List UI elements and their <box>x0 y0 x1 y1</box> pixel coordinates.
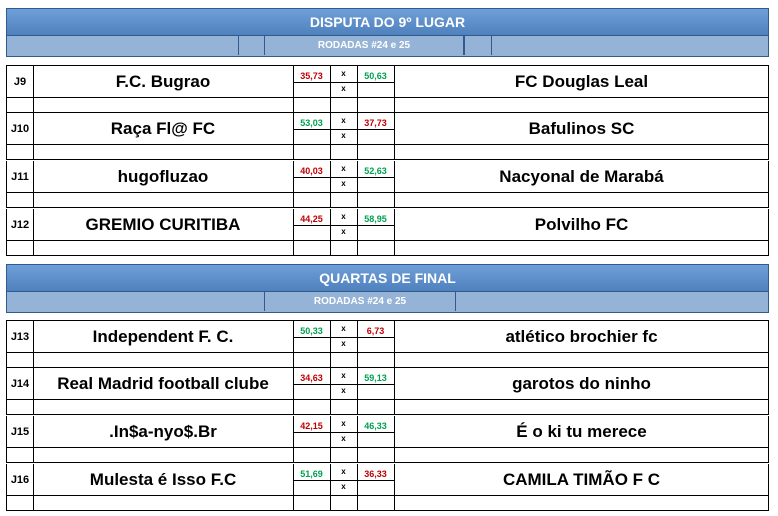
versus-mark-bottom: x <box>341 434 346 443</box>
section-disputa-9-lugar: DISPUTA DO 9º LUGAR RODADAS #24 e 25 J9 … <box>6 8 769 257</box>
away-score: 50,63 <box>364 71 387 81</box>
away-team: CAMILA TIMÃO F C <box>502 470 661 489</box>
away-team: atlético brochier fc <box>505 327 658 346</box>
away-score: 37,73 <box>364 118 387 128</box>
versus-mark-top: x <box>341 419 346 428</box>
match-row: J14 Real Madrid football clube 34,63 x x… <box>6 368 769 416</box>
match-list: J9 F.C. Bugrao 35,73 x x 50,63 FC Dougla… <box>6 65 769 257</box>
versus-mark-bottom: x <box>341 339 346 348</box>
match-row: J11 hugofluzao 40,03 x x 52,63 Nacyonal … <box>6 161 769 209</box>
match-id: J10 <box>10 123 30 135</box>
match-id: J15 <box>10 426 30 438</box>
match-spacer-row <box>6 193 769 208</box>
home-score: 53,03 <box>300 118 323 128</box>
match-main-row: J16 Mulesta é Isso F.C 51,69 x x 36,33 C… <box>6 464 769 496</box>
versus-mark-top: x <box>341 324 346 333</box>
match-main-row: J11 hugofluzao 40,03 x x 52,63 Nacyonal … <box>6 161 769 193</box>
match-main-row: J14 Real Madrid football clube 34,63 x x… <box>6 368 769 400</box>
match-id: J11 <box>11 171 29 183</box>
section-subtitle-bar: RODADAS #24 e 25 <box>6 292 769 313</box>
versus-mark-bottom: x <box>341 482 346 491</box>
home-score: 44,25 <box>300 214 323 224</box>
away-team: Bafulinos SC <box>528 119 635 138</box>
home-team: GREMIO CURITIBA <box>85 215 241 234</box>
match-row: J12 GREMIO CURITIBA 44,25 x x 58,95 Polv… <box>6 209 769 257</box>
match-spacer-row <box>6 400 769 415</box>
away-score: 52,63 <box>364 166 387 176</box>
match-row: J9 F.C. Bugrao 35,73 x x 50,63 FC Dougla… <box>6 65 769 113</box>
home-team: Real Madrid football clube <box>57 374 269 393</box>
versus-mark-bottom: x <box>341 386 346 395</box>
match-id: J9 <box>13 76 27 88</box>
home-score: 34,63 <box>300 373 323 383</box>
match-main-row: J13 Independent F. C. 50,33 x x 6,73 atl… <box>6 321 769 353</box>
versus-mark-bottom: x <box>341 227 346 236</box>
versus-mark-bottom: x <box>341 131 346 140</box>
versus-mark-bottom: x <box>341 179 346 188</box>
away-score: 58,95 <box>364 214 387 224</box>
match-id: J16 <box>10 474 30 486</box>
versus-mark-top: x <box>341 164 346 173</box>
away-score: 6,73 <box>366 326 385 336</box>
match-main-row: J15 .In$a-nyo$.Br 42,15 x x 46,33 É o ki… <box>6 416 769 448</box>
versus-mark-top: x <box>341 116 346 125</box>
match-main-row: J9 F.C. Bugrao 35,73 x x 50,63 FC Dougla… <box>6 66 769 98</box>
away-score: 59,13 <box>364 373 387 383</box>
home-team: Raça Fl@ FC <box>110 119 216 138</box>
match-row: J13 Independent F. C. 50,33 x x 6,73 atl… <box>6 320 769 368</box>
home-team: Mulesta é Isso F.C <box>89 470 237 489</box>
away-score: 36,33 <box>364 469 387 479</box>
away-team: Polvilho FC <box>534 215 629 234</box>
home-team: hugofluzao <box>117 167 209 186</box>
away-team: É o ki tu merece <box>516 422 647 441</box>
home-score: 42,15 <box>300 421 323 431</box>
section-title: DISPUTA DO 9º LUGAR <box>6 8 769 36</box>
versus-mark-top: x <box>341 467 346 476</box>
match-list: J13 Independent F. C. 50,33 x x 6,73 atl… <box>6 320 769 512</box>
away-score: 46,33 <box>364 421 387 431</box>
section-quartas-de-final: QUARTAS DE FINAL RODADAS #24 e 25 J13 In… <box>6 264 769 512</box>
home-team: Independent F. C. <box>92 327 234 346</box>
away-team: garotos do ninho <box>512 374 651 393</box>
section-subtitle-bar: RODADAS #24 e 25 <box>6 36 769 57</box>
versus-mark-top: x <box>341 69 346 78</box>
home-score: 35,73 <box>300 71 323 81</box>
away-team: Nacyonal de Marabá <box>499 167 664 186</box>
section-title: QUARTAS DE FINAL <box>6 264 769 292</box>
section-subtitle: RODADAS #24 e 25 <box>264 292 456 311</box>
match-spacer-row <box>6 496 769 511</box>
match-row: J15 .In$a-nyo$.Br 42,15 x x 46,33 É o ki… <box>6 416 769 464</box>
match-spacer-row <box>6 353 769 368</box>
home-team: .In$a-nyo$.Br <box>109 422 217 441</box>
match-main-row: J10 Raça Fl@ FC 53,03 x x 37,73 Bafulino… <box>6 113 769 145</box>
match-row: J16 Mulesta é Isso F.C 51,69 x x 36,33 C… <box>6 464 769 512</box>
match-spacer-row <box>6 241 769 256</box>
away-team: FC Douglas Leal <box>514 72 649 91</box>
home-team: F.C. Bugrao <box>115 72 211 91</box>
home-score: 50,33 <box>300 326 323 336</box>
match-id: J13 <box>10 331 30 343</box>
match-spacer-row <box>6 145 769 160</box>
match-id: J14 <box>10 378 30 390</box>
versus-mark-bottom: x <box>341 84 346 93</box>
section-subtitle: RODADAS #24 e 25 <box>264 36 464 55</box>
match-spacer-row <box>6 448 769 463</box>
versus-mark-top: x <box>341 371 346 380</box>
versus-mark-top: x <box>341 212 346 221</box>
match-id: J12 <box>10 219 30 231</box>
home-score: 40,03 <box>300 166 323 176</box>
match-spacer-row <box>6 98 769 113</box>
match-row: J10 Raça Fl@ FC 53,03 x x 37,73 Bafulino… <box>6 113 769 161</box>
home-score: 51,69 <box>300 469 323 479</box>
match-main-row: J12 GREMIO CURITIBA 44,25 x x 58,95 Polv… <box>6 209 769 241</box>
